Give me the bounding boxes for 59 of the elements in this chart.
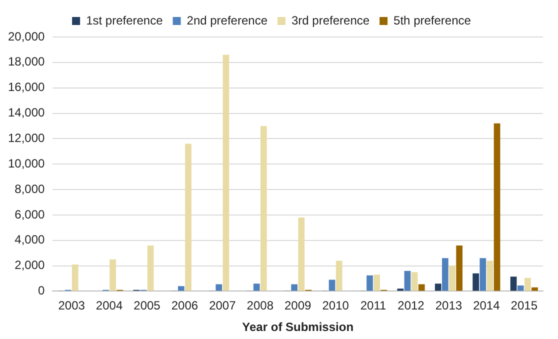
bar <box>374 274 380 291</box>
bar <box>472 273 479 291</box>
x-tick-label: 2015 <box>510 298 538 313</box>
y-tick-label: 20,000 <box>8 29 46 44</box>
bar <box>253 284 260 291</box>
x-tick-label: 2007 <box>209 298 236 313</box>
y-tick-label: 6,000 <box>14 207 46 222</box>
y-tick-label: 4,000 <box>14 232 46 247</box>
bar <box>291 284 298 291</box>
x-tick-label: 2009 <box>284 298 312 313</box>
legend-label: 5th preference <box>394 13 472 28</box>
bar <box>524 278 531 291</box>
x-tick-label: 2014 <box>473 298 500 313</box>
bar <box>110 259 116 291</box>
x-tick-label: 2005 <box>134 298 161 313</box>
x-tick-label: 2006 <box>171 298 198 313</box>
legend-label: 2nd preference <box>186 13 268 28</box>
bar <box>147 245 154 291</box>
legend-label: 3rd preference <box>292 13 370 28</box>
bar <box>72 264 78 291</box>
bar <box>222 54 230 291</box>
y-tick-label: 2,000 <box>14 258 46 272</box>
bar <box>328 280 336 291</box>
x-tick-label: 2011 <box>360 298 387 313</box>
bar <box>449 266 456 291</box>
legend-label: 1st preference <box>86 13 164 28</box>
bar <box>298 217 305 291</box>
bar <box>510 276 517 291</box>
bar <box>404 270 411 291</box>
bar <box>434 284 442 291</box>
bar <box>185 144 192 291</box>
y-tick-label: 16,000 <box>8 80 46 94</box>
y-tick-label: 12,000 <box>8 130 46 145</box>
bar <box>260 126 267 291</box>
x-tick-label: 2012 <box>398 298 425 313</box>
bar <box>456 245 462 291</box>
bar <box>494 123 500 291</box>
y-tick-label: 18,000 <box>8 54 46 69</box>
bar <box>216 284 222 291</box>
x-axis-title: Year of Submission <box>242 320 354 334</box>
x-tick-label: 2013 <box>435 298 462 313</box>
y-tick-label: 0 <box>38 284 46 298</box>
x-tick-label: 2004 <box>96 298 123 313</box>
bar <box>336 260 342 291</box>
y-tick-label: 8,000 <box>14 182 46 196</box>
bar <box>366 275 373 291</box>
bar <box>480 258 486 291</box>
y-tick-label: 14,000 <box>8 106 46 120</box>
y-tick-label: 10,000 <box>8 156 46 170</box>
x-tick-label: 2003 <box>58 298 86 313</box>
bar <box>442 258 448 291</box>
bar <box>486 260 494 291</box>
bar <box>517 285 524 291</box>
bar <box>411 272 418 291</box>
x-tick-label: 2008 <box>246 298 274 313</box>
bar <box>178 286 184 291</box>
bar <box>532 287 538 291</box>
x-tick-label: 2010 <box>322 298 350 313</box>
bar <box>418 284 425 291</box>
